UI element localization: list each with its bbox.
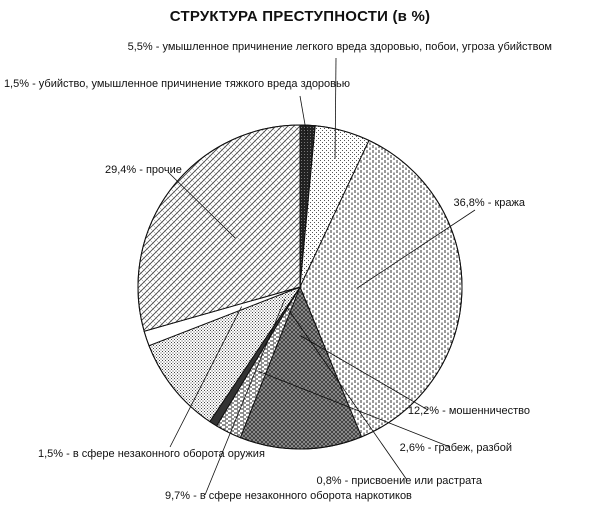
slice-label: 5,5% - умышленное причинение легкого вре… — [128, 41, 552, 53]
slice-label: 2,6% - грабеж, разбой — [400, 442, 512, 454]
slice-label: 1,5% - убийство, умышленное причинение т… — [4, 78, 350, 90]
slice-label: 9,7% - в сфере незаконного оборота нарко… — [165, 490, 412, 502]
leader-line — [356, 209, 476, 289]
chart-title: СТРУКТУРА ПРЕСТУПНОСТИ (в %) — [169, 8, 431, 25]
slice-label: 1,5% - в сфере незаконного оборота оружи… — [38, 448, 265, 460]
slice-label: 12,2% - мошенничество — [408, 405, 530, 417]
leader-line — [169, 306, 242, 448]
leader-line — [299, 95, 308, 137]
leader-line — [258, 370, 451, 448]
slice-label: 36,8% - кража — [454, 197, 526, 209]
leader-line — [204, 298, 286, 496]
pie-outline — [137, 124, 463, 450]
slice-label: 0,8% - присвоение или растрата — [317, 475, 483, 487]
slice-label: 29,4% - прочие — [105, 164, 182, 176]
leader-line — [286, 307, 408, 481]
leader-line — [167, 171, 236, 239]
leader-line — [334, 57, 337, 159]
leader-line — [300, 335, 429, 411]
